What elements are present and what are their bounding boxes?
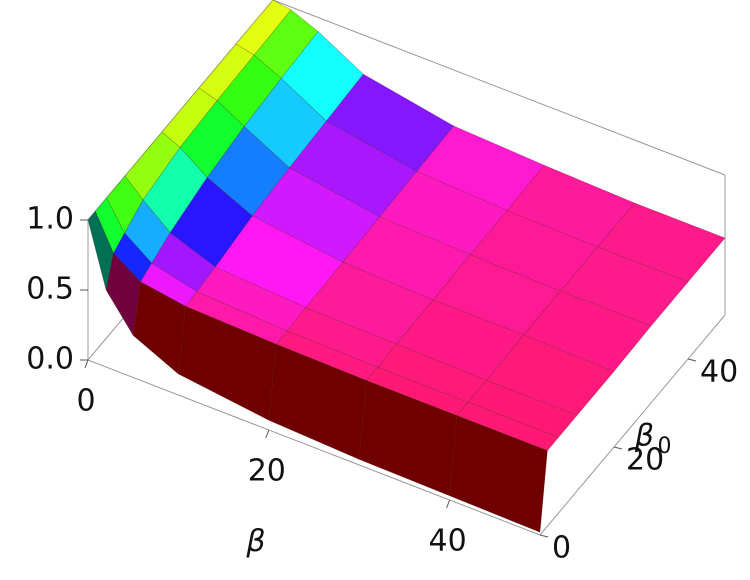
y-axis-label-sub: 0 [658,434,672,459]
y-tick-label: 40 [700,355,738,390]
y-tick [613,446,623,450]
box-edge [539,314,726,536]
x-tick-label: 40 [429,524,467,559]
box-edge [272,0,726,176]
y-tick [687,358,697,362]
surface-patch [449,415,548,533]
surface [87,0,726,533]
x-axis-label: β [245,524,265,559]
surface-patch [467,380,578,438]
box-edge [87,359,541,536]
x-tick [446,499,451,509]
x-tick-label: 20 [248,454,286,489]
y-tick-label: 20 [626,443,664,478]
y-tick-label: 0 [552,531,571,566]
surface-patch [486,334,615,416]
x-tick [265,429,270,439]
z-tick-label: 0.5 [26,272,74,307]
y-tick [539,534,549,538]
z-tick-label: 1.0 [26,202,74,237]
y-axis-label: β [634,419,654,454]
x-tick [84,359,89,369]
x-tick-label: 0 [76,384,95,419]
z-tick-label: 0.0 [26,342,74,377]
